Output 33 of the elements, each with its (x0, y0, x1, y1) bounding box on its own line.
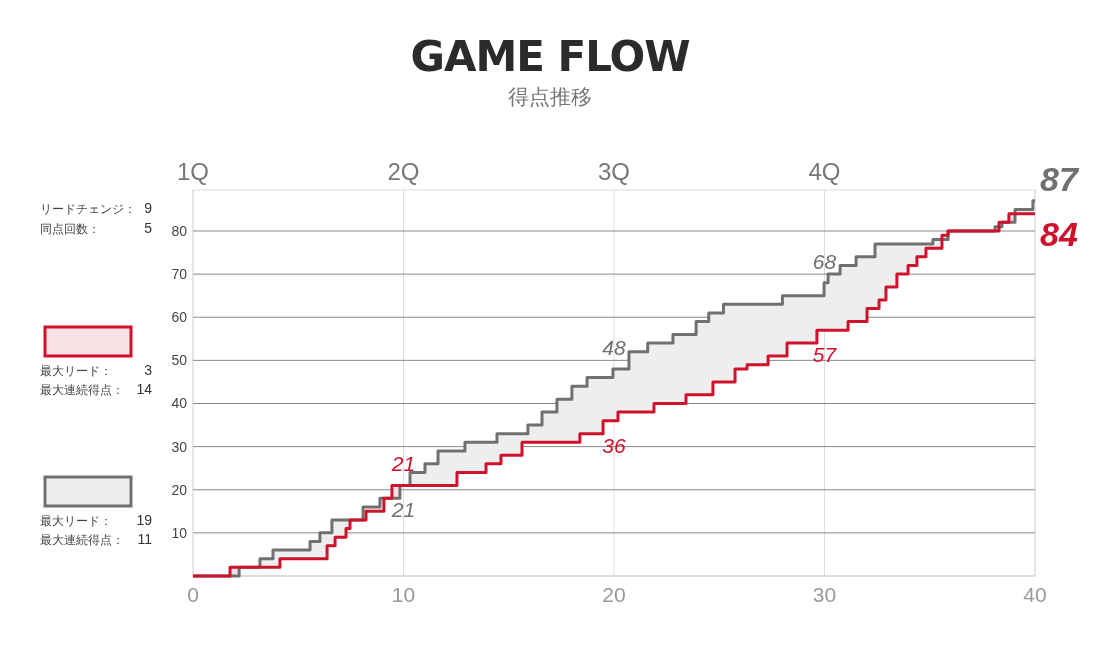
text: 同点回数： 5 (40, 220, 152, 236)
text: 最大リード： 3 (40, 362, 152, 378)
data-label: 84 (1040, 214, 1078, 253)
data-label: 21 (390, 452, 416, 476)
x-tick-label: 0 (187, 583, 199, 606)
y-tick-label: 50 (171, 352, 188, 369)
data-label: 68 (812, 249, 837, 273)
data-label: 36 (602, 433, 626, 457)
text: 3Q (597, 158, 631, 185)
y-tick-label: 10 (171, 524, 188, 541)
y-tick-label: 70 (171, 266, 188, 283)
y-tick-label: 80 (171, 222, 188, 239)
chart-subtitle: 得点推移 (508, 85, 592, 108)
y-tick-label: 60 (171, 309, 188, 326)
y-tick-label: 40 (171, 395, 188, 412)
chart-title: GAME FLOW (410, 32, 691, 81)
text: 最大リード： 19 (40, 512, 152, 528)
text: 最大連続得点： 11 (40, 531, 153, 547)
x-tick-label: 10 (391, 583, 416, 606)
data-label: 87 (1040, 159, 1080, 198)
x-tick-label: 40 (1023, 583, 1047, 606)
text: 2Q (387, 158, 420, 185)
x-tick-label: 30 (812, 583, 837, 606)
text: 1Q (176, 158, 210, 185)
y-tick-label: 30 (171, 438, 188, 455)
data-label: 57 (812, 343, 838, 367)
y-tick-label: 20 (171, 481, 188, 498)
data-label: 48 (602, 335, 626, 359)
text: 4Q (808, 158, 841, 185)
x-tick-label: 20 (602, 583, 626, 606)
text: リードチェンジ： 9 (40, 200, 153, 216)
text: 最大連続得点： 14 (40, 381, 153, 397)
data-label: 21 (390, 498, 416, 522)
